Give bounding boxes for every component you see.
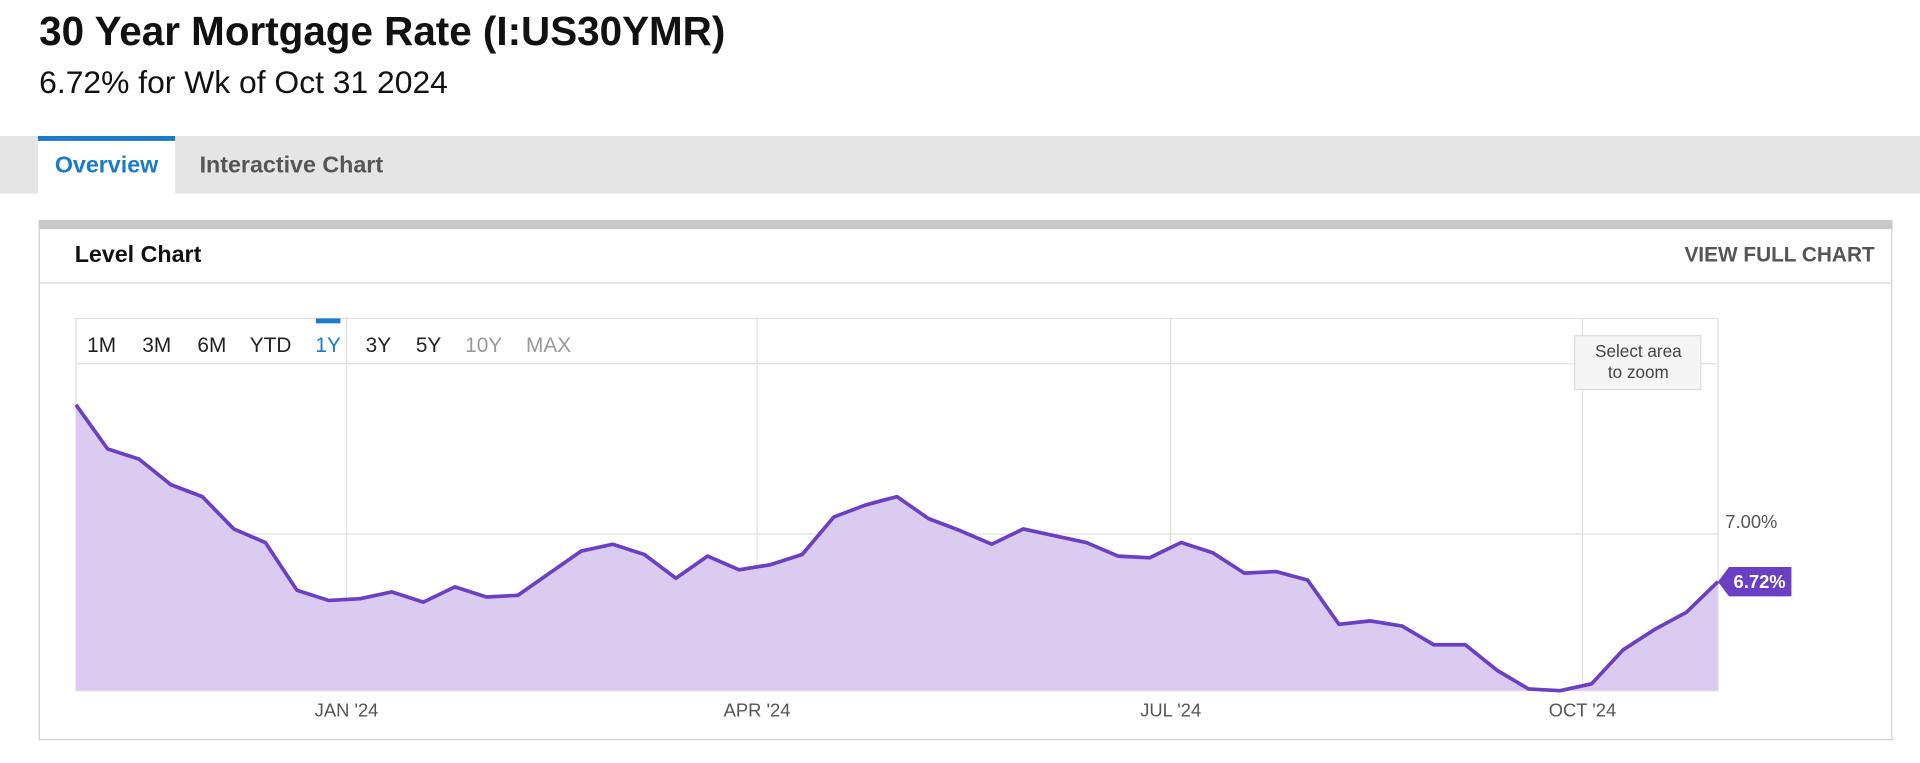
view-full-chart[interactable]: VIEW FULL CHART	[1684, 243, 1875, 266]
y-tick-label: 7.00%	[1725, 511, 1777, 532]
panel-title: Level Chart	[75, 241, 202, 267]
tab[interactable]: Overview	[55, 152, 159, 178]
range-button[interactable]: 3M	[142, 334, 171, 357]
end-value-badge	[1717, 567, 1792, 597]
page-subtitle: 6.72% for Wk of Oct 31 2024	[39, 64, 448, 100]
range-button[interactable]: YTD	[250, 334, 292, 357]
zoom-hint-box	[1574, 334, 1702, 391]
end-value-label: 6.72%	[1734, 571, 1786, 592]
tab-active-indicator	[37, 135, 176, 141]
area	[75, 404, 1718, 691]
range-button[interactable]: 1M	[87, 334, 116, 357]
tab-bar	[0, 135, 1920, 194]
x-tick-label: JUL '24	[1140, 699, 1201, 720]
range-button[interactable]: 5Y	[416, 334, 442, 357]
panel-top-border	[39, 220, 1892, 230]
tab[interactable]: Interactive Chart	[200, 152, 384, 178]
range-button: MAX	[526, 334, 571, 357]
tab-active-bg	[37, 135, 176, 194]
x-tick-label: JAN '24	[315, 699, 379, 720]
range-button: 10Y	[465, 334, 502, 357]
range-active-indicator	[315, 318, 341, 324]
range-button[interactable]: 1Y	[315, 334, 341, 357]
range-button[interactable]: 3Y	[366, 334, 392, 357]
x-tick-label: APR '24	[724, 699, 791, 720]
page-title: 30 Year Mortgage Rate (I:US30YMR)	[39, 8, 725, 54]
zoom-hint: to zoom	[1608, 362, 1669, 382]
zoom-hint: Select area	[1595, 341, 1682, 361]
x-tick-label: OCT '24	[1549, 699, 1616, 720]
range-button[interactable]: 6M	[197, 334, 226, 357]
line	[74, 403, 1720, 693]
